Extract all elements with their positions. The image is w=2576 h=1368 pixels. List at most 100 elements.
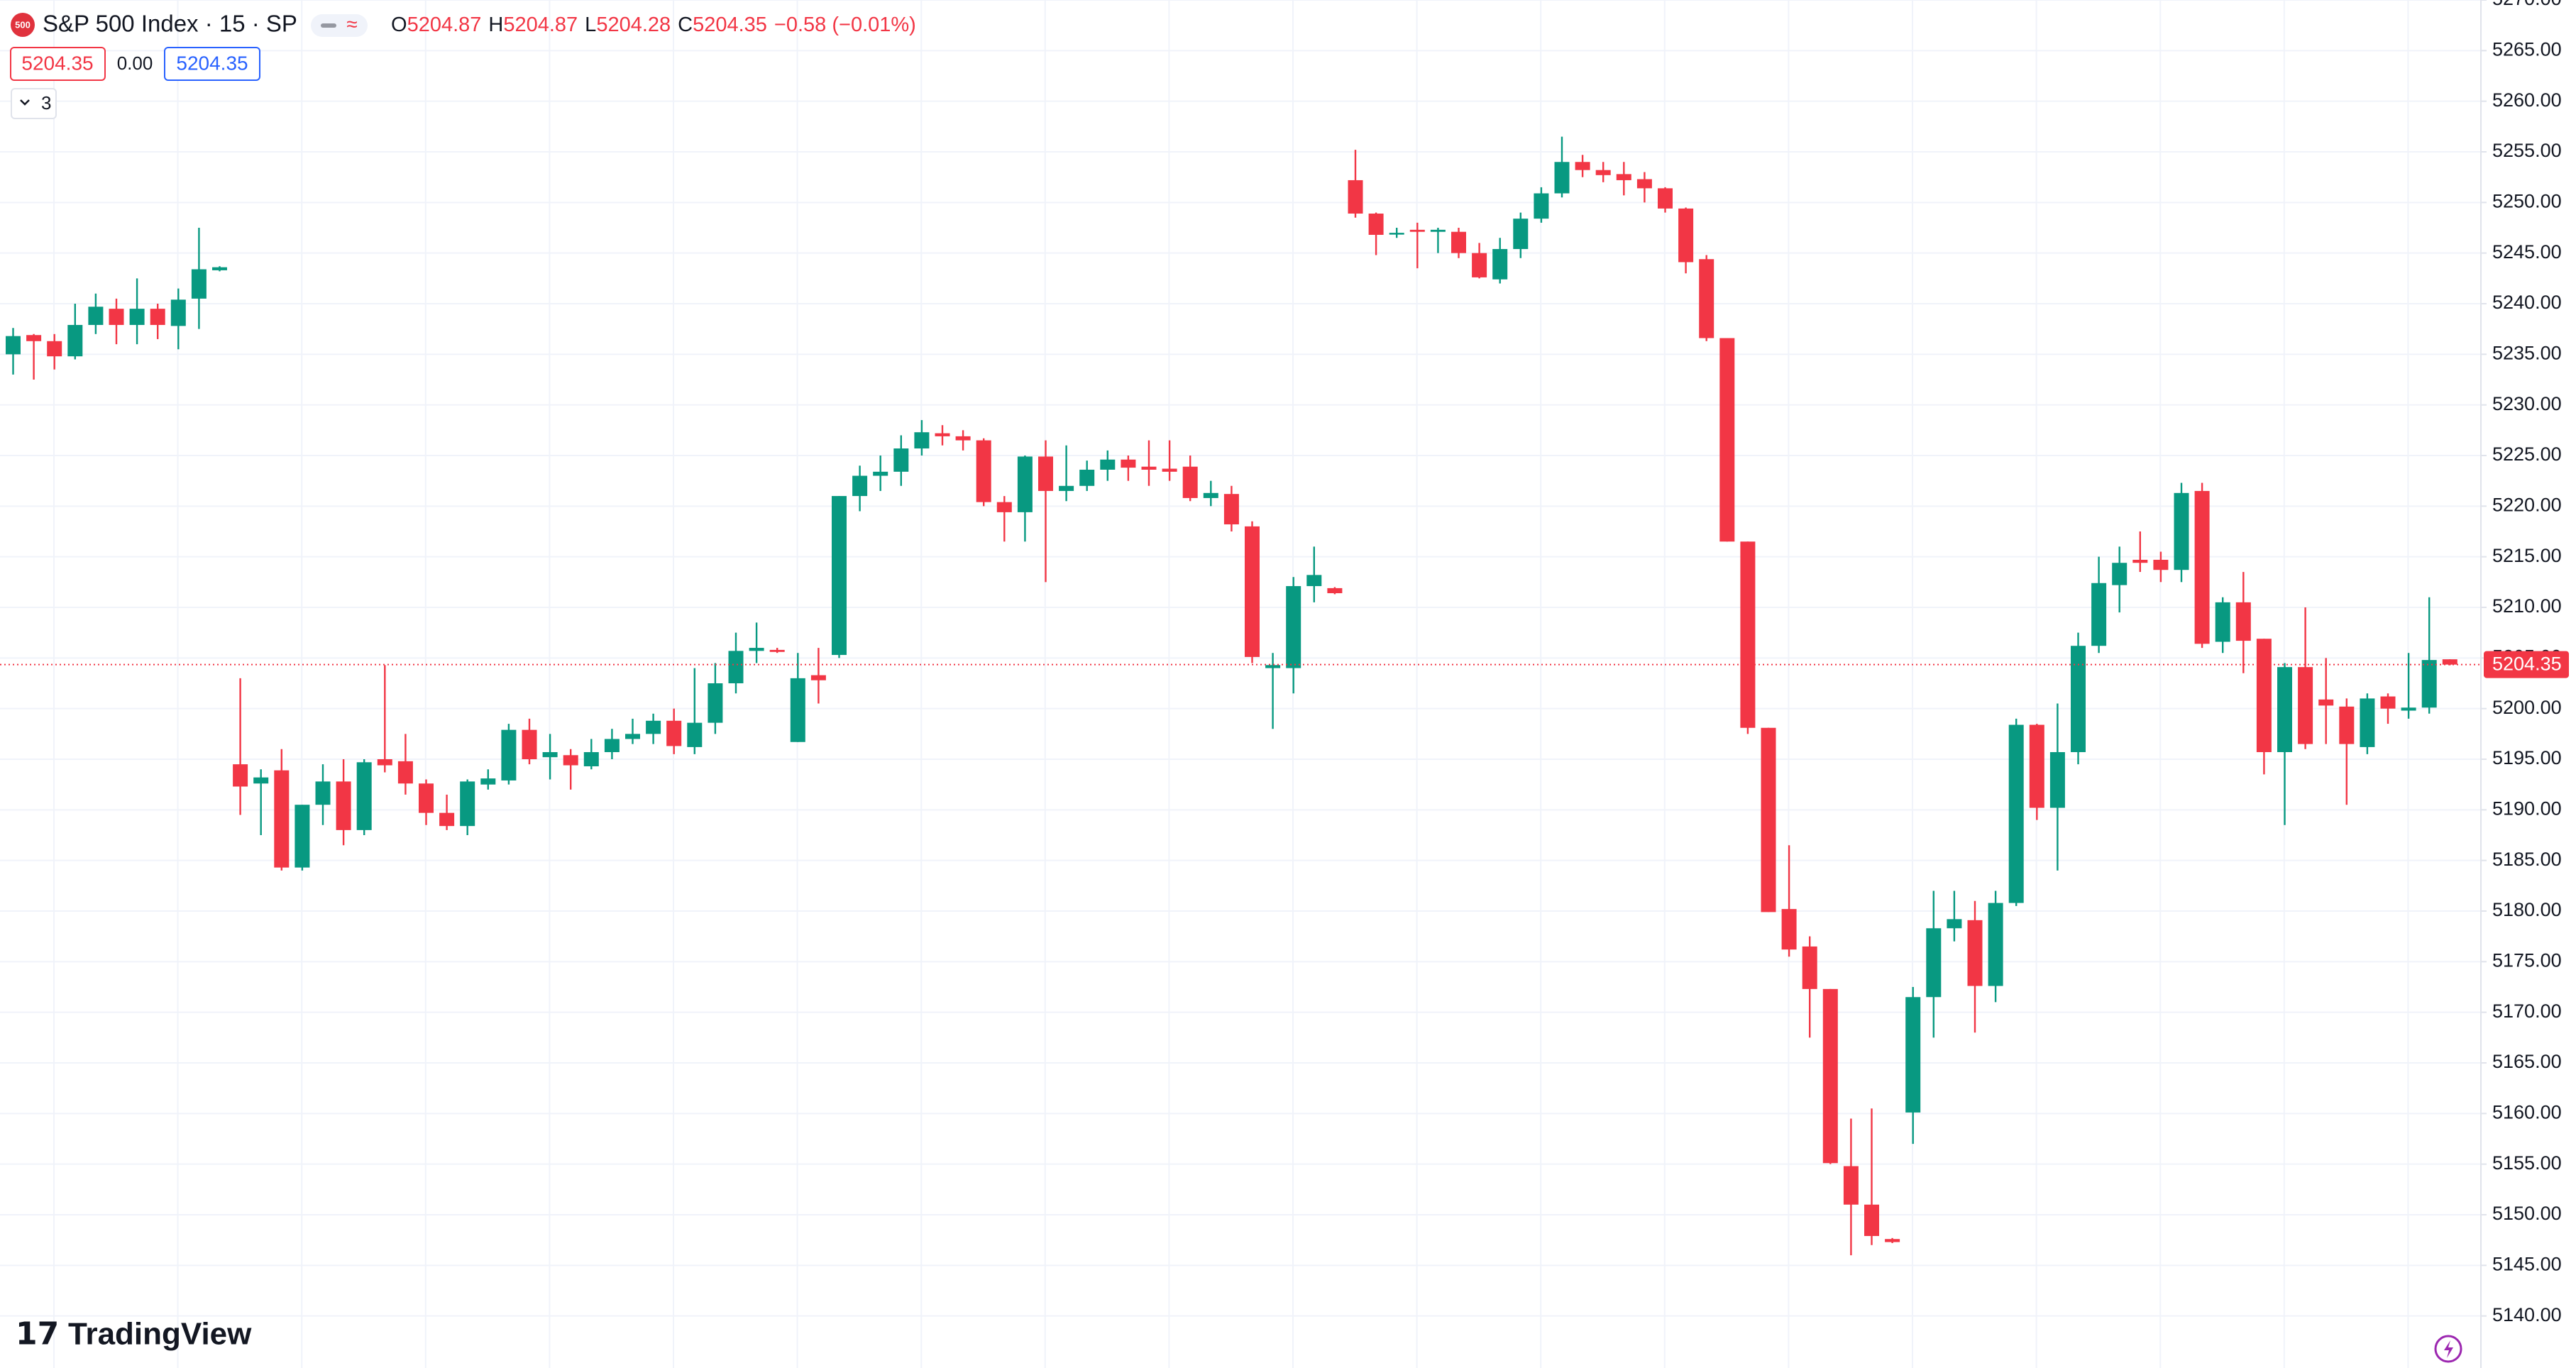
candle-body <box>1306 575 1322 587</box>
candle-body <box>708 683 723 723</box>
candle-body <box>1182 466 1198 498</box>
candle-body <box>2153 559 2169 570</box>
ask-price: 5204.35 <box>176 52 248 74</box>
candle-body <box>2380 696 2396 709</box>
brand-name[interactable]: TradingView <box>68 1317 252 1352</box>
candle-body <box>2318 699 2334 706</box>
y-tick-label: 5195.00 <box>2492 747 2562 768</box>
y-tick-label: 5250.00 <box>2492 190 2562 211</box>
candle-body <box>439 812 455 827</box>
candle-body <box>2049 752 2065 808</box>
y-tick-label: 5215.00 <box>2492 545 2562 566</box>
y-tick-label: 5180.00 <box>2492 899 2562 920</box>
last-price-tag <box>2484 651 2569 678</box>
candle-body <box>253 777 269 784</box>
ask-badge[interactable] <box>164 47 260 81</box>
candle-body <box>1554 162 1570 194</box>
candle-body <box>1926 928 1942 998</box>
candle-body <box>233 764 248 787</box>
candle-body <box>1121 459 1136 468</box>
candle-body <box>666 720 682 746</box>
ohlc-label: C <box>678 13 693 36</box>
candle-body <box>1802 946 1817 989</box>
lightning-icon <box>2444 1340 2453 1358</box>
spread: 0.00 <box>117 53 153 74</box>
ohlc-label: O <box>391 13 407 36</box>
candle-body <box>47 341 62 357</box>
candle-body <box>1905 997 1921 1113</box>
candle-body <box>728 651 744 683</box>
candle-body <box>356 762 372 830</box>
candle-body <box>397 761 413 784</box>
candle-body <box>377 759 392 766</box>
candle-body <box>2215 602 2230 642</box>
candle-body <box>769 649 785 652</box>
candle-body <box>873 471 888 476</box>
candle-body <box>810 675 826 680</box>
candle-body <box>2008 724 2024 903</box>
candle-body <box>1389 233 1404 235</box>
candle-body <box>1079 469 1095 486</box>
logo-text: 500 <box>15 19 31 30</box>
candle-body <box>542 752 558 758</box>
y-tick-label: 5265.00 <box>2492 38 2562 60</box>
candle-body <box>1822 988 1838 1164</box>
candle-body <box>1740 541 1756 728</box>
y-tick-label: 5165.00 <box>2492 1051 2562 1072</box>
candle-body <box>295 805 310 868</box>
candle-body <box>1286 586 1301 668</box>
candle-body <box>2112 563 2128 585</box>
candle-body <box>646 720 661 734</box>
candle-body <box>583 752 599 766</box>
candle-body <box>336 781 351 830</box>
candle-body <box>2194 490 2210 644</box>
y-tick-label: 5160.00 <box>2492 1101 2562 1122</box>
candle-body <box>625 734 640 739</box>
ohlc-value: 5204.28 <box>596 13 671 36</box>
candle-body <box>1141 466 1157 470</box>
candle-body <box>6 336 21 355</box>
candle-body <box>191 269 207 299</box>
status-pill[interactable] <box>311 14 368 37</box>
indicators-toggle[interactable] <box>11 88 57 119</box>
y-tick-label: 5255.00 <box>2492 140 2562 161</box>
candle-body <box>2029 724 2044 808</box>
candle-body <box>1038 456 1053 491</box>
candle-body <box>170 299 186 326</box>
candle-body <box>1451 231 1466 253</box>
candle-body <box>955 436 971 441</box>
y-tick-label: 5220.00 <box>2492 494 2562 515</box>
candle-body <box>2091 583 2107 646</box>
y-tick-label: 5155.00 <box>2492 1152 2562 1174</box>
y-tick-label: 5225.00 <box>2492 443 2562 465</box>
ohlc-label: L <box>585 13 596 36</box>
bid-badge[interactable] <box>10 47 106 81</box>
chevron <box>20 99 30 106</box>
candle-body <box>996 502 1012 512</box>
candle-body <box>501 729 517 780</box>
candle-body <box>1988 903 2003 986</box>
y-tick-label: 5185.00 <box>2492 849 2562 870</box>
candle-body <box>26 335 42 341</box>
candle-body <box>2071 646 2086 753</box>
candle-body <box>832 496 847 656</box>
candle-body <box>1430 229 1446 232</box>
candle-body <box>1534 193 1549 219</box>
y-tick-label: 5200.00 <box>2492 697 2562 718</box>
candle-body <box>1203 492 1218 498</box>
ohlc-value: 5204.87 <box>407 13 482 36</box>
y-tick-label: 5140.00 <box>2492 1304 2562 1325</box>
candle-body <box>1595 170 1611 175</box>
change: −0.58 (−0.01%) <box>774 13 916 36</box>
symbol-title[interactable]: S&P 500 Index · 15 · SP <box>43 11 297 37</box>
candle-body <box>1699 259 1714 338</box>
candle-body <box>2174 492 2189 570</box>
candle-body <box>1636 179 1652 189</box>
candle-body <box>67 324 83 357</box>
candle-body <box>1327 588 1343 594</box>
symbol-logo[interactable] <box>11 13 35 37</box>
candle-body <box>2235 602 2251 641</box>
candle-body <box>687 722 703 747</box>
candle-body <box>604 739 620 753</box>
candle-body <box>1678 208 1694 263</box>
